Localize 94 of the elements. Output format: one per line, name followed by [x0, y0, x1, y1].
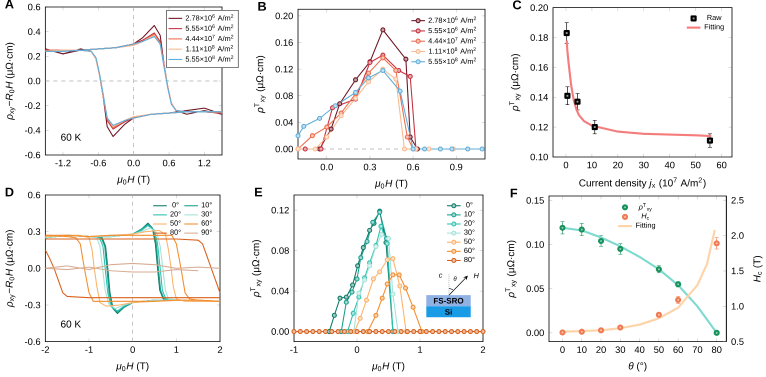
y-tick-label: -0.4 [24, 127, 40, 134]
x-tick-label: 2 [480, 346, 486, 353]
x-tick-label: -0.6 [90, 160, 106, 166]
y-tick-label: 0.08 [271, 247, 289, 254]
x-tick-label: 1.2 [198, 160, 210, 166]
y-tick-label: 0.16 [275, 39, 293, 46]
x-tick-label: 10 [587, 162, 597, 168]
x-tick-label: 30 [615, 346, 626, 353]
x-tick-label: 70 [692, 346, 702, 353]
y2-tick-label: 1.0 [732, 303, 744, 310]
y-tick-label: -0.2 [24, 102, 40, 109]
chart-title: C [513, 0, 522, 10]
x-tick-label: 60 [716, 162, 726, 168]
y-tick-label: -0.3 [24, 302, 40, 308]
y-tick-label: 0.10 [526, 241, 544, 248]
x-tick-label: 1 [174, 346, 178, 353]
y-tick-label: 0.2 [28, 53, 40, 60]
y-tick-label: 0.10 [530, 154, 548, 160]
x-tick-label: 40 [634, 346, 644, 353]
x-tick-label: 40 [664, 162, 675, 168]
x-tick-label: 20 [613, 162, 623, 168]
x-tick-label: -2 [42, 346, 50, 353]
chart-title: E [255, 188, 262, 196]
x-tick-label: 30 [638, 162, 649, 168]
y2-tick-label: 2.5 [732, 196, 744, 204]
x-tick-label: 0.9 [450, 164, 462, 170]
annotation: FS-SRO [434, 298, 464, 304]
y-tick-label: 0.3 [28, 228, 40, 235]
y2-axis-title: H$_{c}$ (T) [753, 256, 762, 282]
y-tick-label: 0.20 [530, 4, 548, 11]
x-tick-label: 1 [418, 346, 422, 353]
y-tick-label: 0.12 [271, 206, 289, 214]
x-tick-label: 0 [130, 346, 135, 353]
x-tick-label: 60 [673, 346, 683, 353]
annotation: 60 K [61, 134, 82, 141]
x-tick-label: 20 [596, 346, 606, 353]
x-tick-label: -1 [85, 346, 93, 353]
y-tick-label: 0.6 [28, 192, 40, 198]
x-tick-label: 50 [690, 162, 701, 168]
y2-tick-label: 2.0 [732, 232, 744, 239]
x-tick-label: 2 [218, 346, 222, 353]
y-tick-label: 0.6 [28, 4, 40, 10]
y-tick-label: 0.12 [275, 66, 293, 72]
x-axis-title: μ$_{0}$H (T) [117, 175, 150, 185]
y-tick-label: 0.00 [526, 330, 544, 336]
x-tick-label: 0.0 [128, 160, 140, 166]
x-tick-label: 80 [712, 346, 722, 353]
y-tick-label: 0.0 [28, 78, 40, 84]
y-tick-label: 0.16 [530, 64, 548, 71]
x-tick-label: 10 [577, 346, 587, 353]
x-axis-title: μ$_{0}$H (T) [372, 362, 404, 372]
y2-tick-label: 0.5 [731, 338, 744, 345]
y-axis-title: ρ$^{T}$$_{xy}$ (μΩ·cm) [509, 54, 521, 112]
y-tick-label: 0.14 [530, 94, 548, 101]
y-tick-label: 0.08 [275, 92, 293, 100]
x-axis-title: Current density j$_{x}$ (10$^{7}$ A/m$^{2}$) [579, 177, 706, 188]
y-tick-label: 0.12 [530, 124, 548, 130]
y-axis-title: ρ$_{xy}$−R$_{0}$H (μΩ·cm) [5, 230, 16, 308]
x-tick-label: 0.6 [162, 160, 176, 166]
chart-title: B [258, 2, 266, 11]
y-tick-label: -0.6 [24, 338, 40, 345]
chart-title: D [6, 188, 14, 196]
y-axis-title: ρ$_{xy}$−R$_{0}$H (μΩ·cm) [5, 42, 16, 120]
y-axis-title: ρ$^{T}$$_{xy}$ (μΩ·cm) [254, 56, 266, 114]
x-tick-label: 0 [354, 346, 360, 353]
y-axis-title: ρ$^{T}$$_{xy}$ (μΩ·cm) [505, 240, 517, 298]
y-tick-label: 0.4 [28, 28, 40, 35]
x-tick-label: 0.3 [364, 164, 376, 170]
y-tick-label: 0.00 [271, 328, 289, 335]
y-tick-label: 0.00 [275, 146, 293, 152]
y-tick-label: 0.15 [526, 197, 544, 204]
x-tick-label: 0 [560, 346, 565, 353]
y-tick-label: 0.04 [271, 288, 290, 294]
y-tick-label: 0.04 [275, 119, 294, 126]
y-tick-label: 0.20 [275, 12, 293, 20]
x-tick-label: -1 [290, 346, 298, 353]
x-tick-label: 0.0 [320, 164, 333, 170]
y-tick-label: 0.05 [526, 285, 544, 292]
y-tick-label: 0.0 [28, 265, 40, 272]
annotation: Si [444, 308, 452, 315]
chart-title: A [5, 0, 14, 8]
x-tick-label: 0.6 [406, 164, 420, 170]
y2-tick-label: 1.5 [732, 268, 744, 274]
y-axis-title: ρ$^{T}$$_{xy}$ (μΩ·cm) [250, 240, 262, 298]
x-axis-title: θ (°) [628, 362, 646, 372]
annotation: 60 K [61, 320, 81, 328]
x-tick-label: -1.2 [55, 160, 71, 166]
x-axis-title: μ$_{0}$H (T) [374, 179, 408, 189]
x-tick-label: 0 [564, 162, 568, 168]
x-tick-label: 50 [654, 346, 664, 353]
x-axis-title: μ$_{0}$H (T) [116, 362, 148, 372]
y-tick-label: 0.18 [530, 34, 548, 41]
chart-title: F [510, 188, 518, 198]
y-tick-label: -0.6 [24, 152, 40, 158]
